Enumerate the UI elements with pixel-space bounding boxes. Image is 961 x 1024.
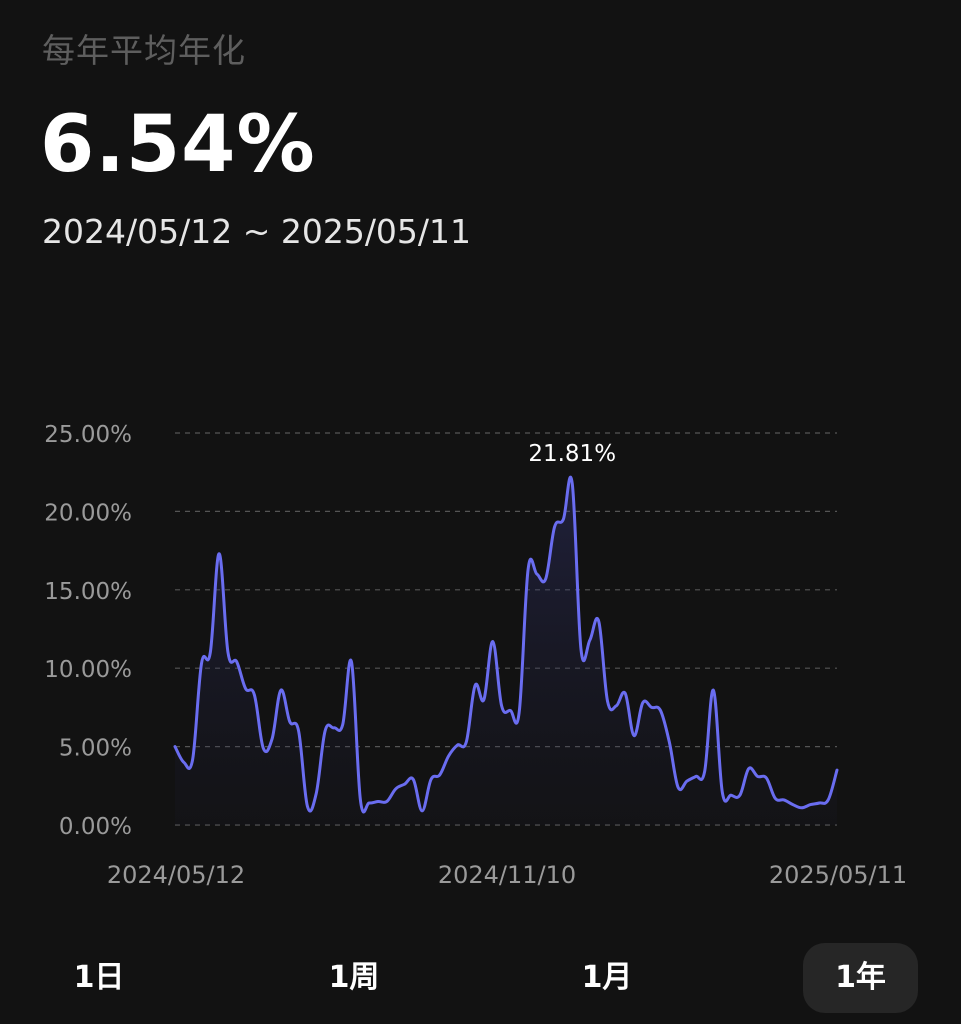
series-area (175, 477, 837, 825)
y-tick-label: 5.00% (59, 736, 132, 762)
annualized-yield-chart[interactable]: 25.00% 20.00% 15.00% 10.00% 5.00% 0.00% 2024/… (0, 400, 961, 900)
x-tick-label: 2024/05/12 (107, 861, 245, 889)
y-tick-label: 25.00% (44, 422, 132, 448)
date-range: 2024/05/12 ~ 2025/05/11 (42, 212, 472, 251)
peak-data-label: 21.81% (528, 441, 616, 467)
tab-1-day[interactable]: 1日 (73, 960, 125, 995)
y-tick-label: 20.00% (44, 500, 132, 526)
tab-1-week[interactable]: 1周 (328, 960, 380, 995)
series-layer (173, 475, 839, 825)
time-range-tabs: 1日 1周 1月 1年 (0, 943, 961, 1015)
y-axis-ticks: 25.00% 20.00% 15.00% 10.00% 5.00% 0.00% (44, 422, 132, 840)
average-annualized-value: 6.54% (40, 100, 316, 190)
x-axis-ticks: 2024/05/12 2024/11/10 2025/05/11 (107, 861, 907, 889)
y-tick-label: 15.00% (44, 579, 132, 605)
y-tick-label: 10.00% (44, 657, 132, 683)
y-tick-label: 0.00% (59, 814, 132, 840)
tab-1-year[interactable]: 1年 (803, 943, 918, 1013)
tab-1-month[interactable]: 1月 (581, 960, 633, 995)
x-tick-label: 2025/05/11 (769, 861, 907, 889)
page-title: 每年平均年化 (42, 31, 246, 70)
data-label-layer: 21.81% (528, 441, 616, 467)
series-line (173, 475, 839, 814)
x-tick-label: 2024/11/10 (438, 861, 576, 889)
